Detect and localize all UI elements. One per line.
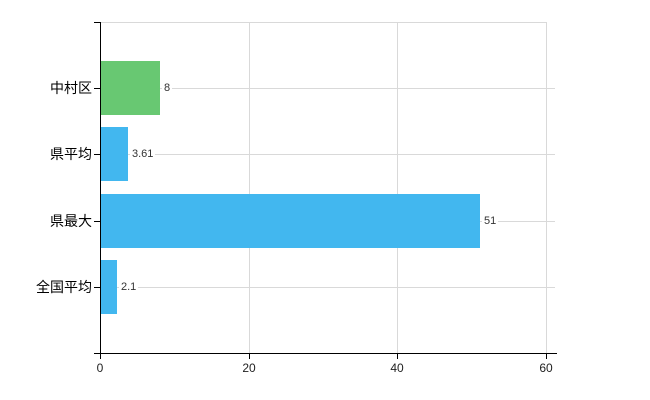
category-label: 全国平均 (36, 279, 92, 295)
y-axis-top-tick (94, 22, 100, 23)
bar (101, 260, 117, 314)
x-tick-label: 0 (96, 361, 104, 375)
x-gridline (249, 22, 250, 353)
x-tick (249, 354, 250, 359)
bar-value-label: 8 (162, 80, 173, 96)
y-tick (94, 287, 100, 288)
bar-value-label: 3.61 (130, 146, 156, 162)
y-tick (94, 88, 100, 89)
category-label: 中村区 (50, 80, 92, 96)
x-tick-label: 60 (539, 361, 553, 375)
bar (101, 61, 160, 115)
category-label: 県最大 (50, 213, 92, 229)
category-gridline (100, 154, 555, 155)
category-gridline (100, 287, 555, 288)
x-tick (397, 354, 398, 359)
x-tick-label: 20 (242, 361, 256, 375)
x-tick (546, 354, 547, 359)
x-axis (94, 353, 557, 354)
y-tick (94, 154, 100, 155)
x-tick (100, 354, 101, 359)
category-label: 県平均 (50, 146, 92, 162)
y-tick (94, 221, 100, 222)
bar-value-label: 51 (482, 213, 499, 229)
bar-value-label: 2.1 (119, 279, 139, 295)
category-gridline (100, 88, 555, 89)
bar (101, 194, 480, 248)
bar (101, 127, 128, 181)
y-axis (100, 22, 101, 353)
plot-top-border (100, 22, 546, 23)
x-tick-label: 40 (390, 361, 404, 375)
x-gridline (397, 22, 398, 353)
x-gridline (546, 22, 547, 353)
